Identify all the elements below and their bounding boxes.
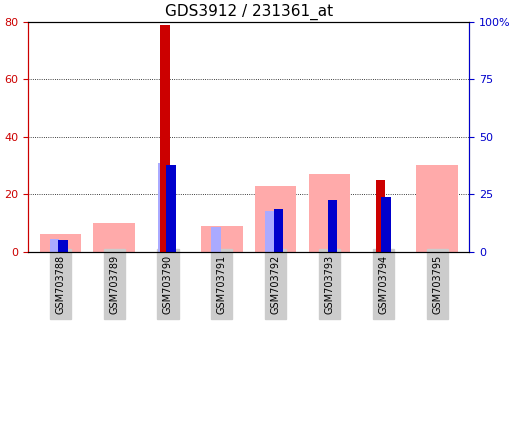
Bar bbox=[255, 186, 297, 252]
Bar bbox=[161, 24, 170, 252]
Bar bbox=[382, 197, 391, 252]
Bar bbox=[212, 227, 221, 252]
Bar bbox=[328, 200, 337, 252]
Title: GDS3912 / 231361_at: GDS3912 / 231361_at bbox=[165, 4, 333, 20]
Bar bbox=[376, 180, 385, 252]
Bar bbox=[158, 163, 167, 252]
Bar bbox=[93, 223, 135, 252]
Bar bbox=[58, 240, 68, 252]
Bar bbox=[309, 174, 350, 252]
Bar bbox=[417, 166, 458, 252]
Bar bbox=[50, 239, 59, 252]
Bar bbox=[265, 211, 274, 252]
Bar bbox=[40, 234, 81, 252]
Bar bbox=[166, 166, 176, 252]
Bar bbox=[201, 226, 243, 252]
Bar bbox=[274, 209, 283, 252]
